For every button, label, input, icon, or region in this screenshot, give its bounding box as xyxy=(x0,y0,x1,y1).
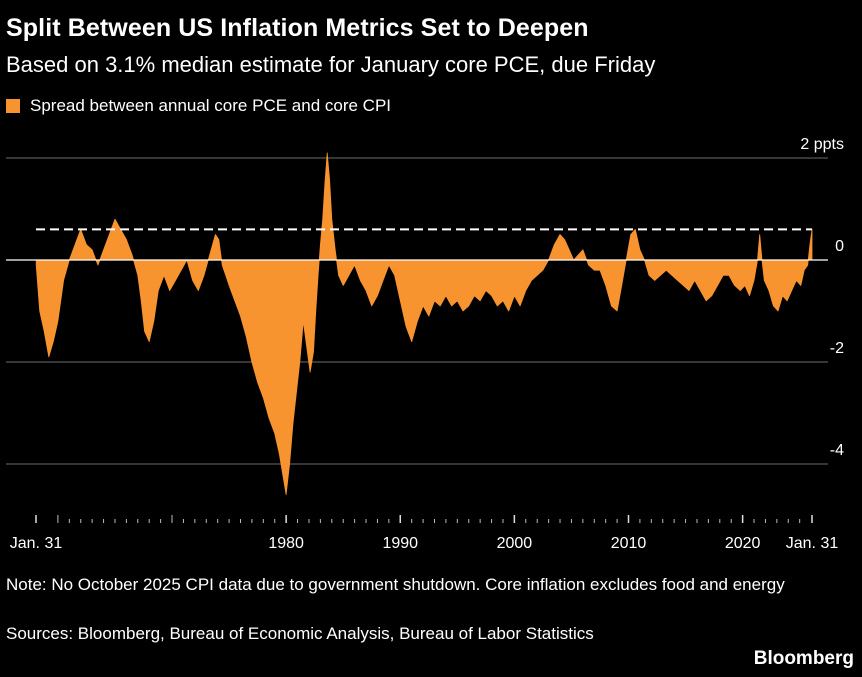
legend: Spread between annual core PCE and core … xyxy=(6,96,391,116)
y-tick-label: -4 xyxy=(830,442,844,459)
y-tick-label: 0 xyxy=(835,238,844,255)
chart-subtitle: Based on 3.1% median estimate for Januar… xyxy=(6,52,656,77)
x-tick-label: 1980 xyxy=(268,535,304,552)
x-tick-label: 2020 xyxy=(725,535,761,552)
series-area xyxy=(35,152,813,495)
legend-label: Spread between annual core PCE and core … xyxy=(30,96,392,115)
chart-title: Split Between US Inflation Metrics Set t… xyxy=(6,14,589,42)
chart-note: Note: No October 2025 CPI data due to go… xyxy=(6,575,785,594)
chart-sources: Sources: Bloomberg, Bureau of Economic A… xyxy=(6,624,594,643)
x-tick-label: Jan. 31 xyxy=(786,535,839,552)
legend-swatch xyxy=(6,99,20,113)
y-tick-label: -2 xyxy=(830,340,844,357)
y-tick-label: 2 ppts xyxy=(800,136,844,153)
x-tick-label: 2010 xyxy=(611,535,647,552)
area-chart: 2 ppts 0 -2 -4 Jan. 31 1980 1990 2000 2010 2020 Ja… xyxy=(6,136,844,552)
x-tick-label: 2000 xyxy=(497,535,533,552)
brand-logo: Bloomberg xyxy=(753,648,854,669)
x-tick-label: Jan. 31 xyxy=(10,535,63,552)
x-tick-label: 1990 xyxy=(382,535,418,552)
